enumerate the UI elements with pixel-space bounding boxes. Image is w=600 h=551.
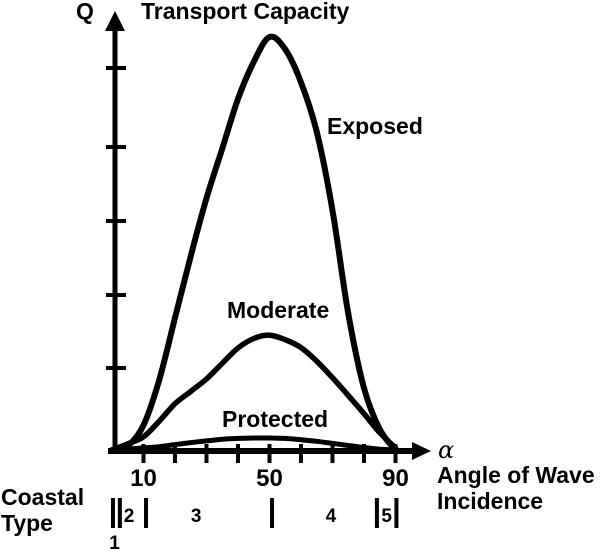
y-axis-arrowhead xyxy=(105,11,125,31)
chart-title: Transport Capacity xyxy=(141,0,350,24)
coastal-type-title-line2: Type xyxy=(1,510,53,536)
curve-moderate xyxy=(109,332,399,453)
coastal-zone-label: 5 xyxy=(381,506,392,527)
curve-exposed xyxy=(109,33,399,453)
x-axis-title-line1: Angle of Wave xyxy=(437,462,595,488)
x-axis-arrowhead xyxy=(412,442,431,460)
series-label-moderate: Moderate xyxy=(227,297,330,323)
coastal-zone-label: 2 xyxy=(124,506,135,527)
x-tick-label: 50 xyxy=(256,465,283,492)
curve-protected xyxy=(109,435,398,453)
coastal-zone-label: 4 xyxy=(326,506,337,527)
x-tick-label: 10 xyxy=(130,465,157,492)
coastal-zone-label: 3 xyxy=(191,506,202,527)
series-label-exposed: Exposed xyxy=(327,113,423,139)
x-tick-label: 90 xyxy=(382,465,409,492)
x-axis-symbol: α xyxy=(438,436,455,464)
coastal-type-title-line1: Coastal xyxy=(1,484,85,510)
series-label-protected: Protected xyxy=(222,406,329,432)
coastal-zone-label: 1 xyxy=(109,533,120,551)
y-axis-symbol: Q xyxy=(76,0,94,24)
x-axis-title-line2: Incidence xyxy=(437,488,544,514)
